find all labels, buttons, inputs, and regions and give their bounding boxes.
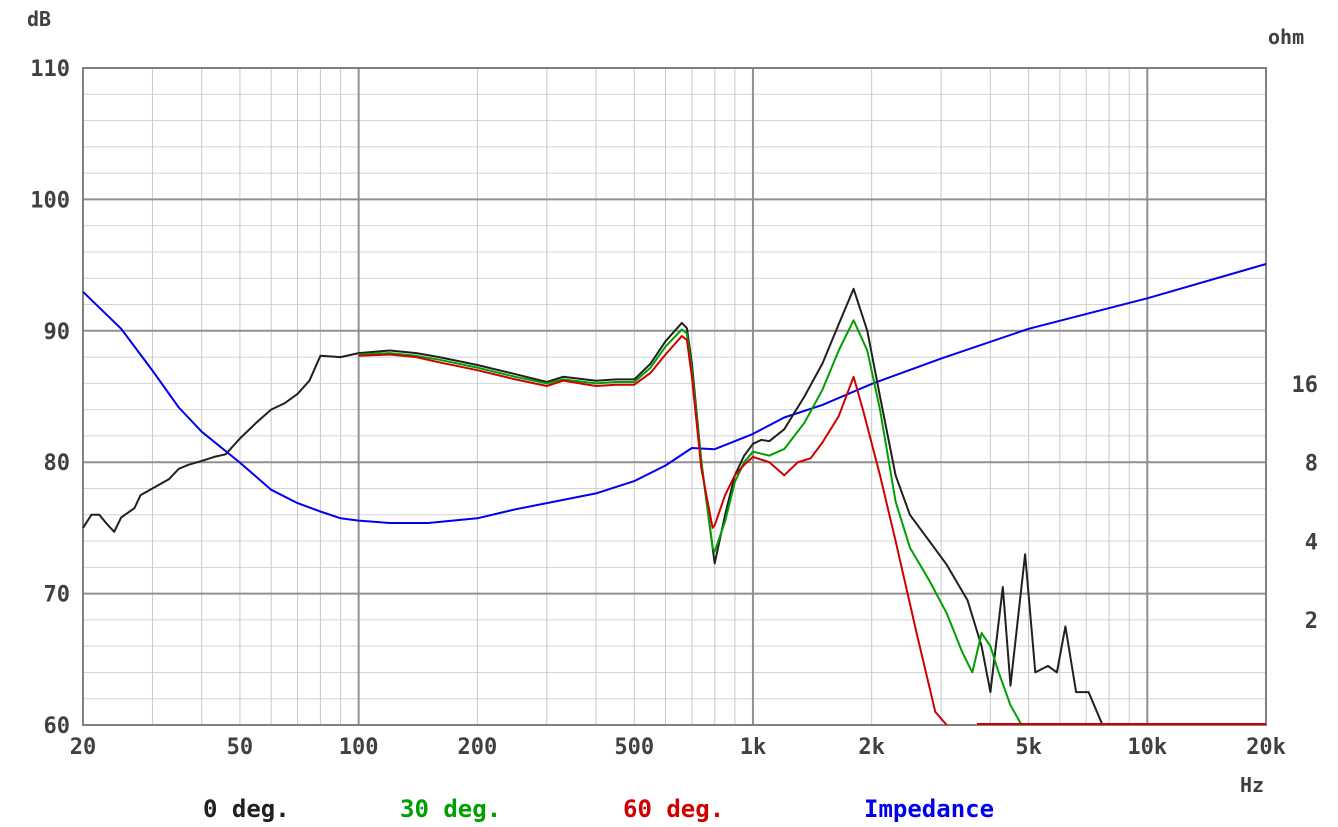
legend: 0 deg. 30 deg. 60 deg. Impedance — [203, 795, 994, 823]
series-line-60-deg- — [358, 335, 948, 726]
y-tick-label: 80 — [44, 451, 71, 476]
x-tick-label: 200 — [457, 735, 497, 760]
y2-tick-label: 8 — [1305, 452, 1318, 477]
legend-0-deg: 0 deg. — [203, 795, 290, 823]
y2-axis-unit-label: ohm — [1268, 25, 1304, 49]
y-tick-label: 100 — [30, 188, 70, 213]
y-axis-tick-labels: 60 70 80 90 100 110 — [30, 57, 70, 739]
y-tick-label: 90 — [44, 320, 71, 345]
x-tick-label: 5k — [1015, 735, 1042, 760]
x-tick-label: 20k — [1246, 735, 1286, 760]
plot-frame — [82, 67, 1267, 726]
x-axis-unit-label: Hz — [1240, 773, 1264, 797]
legend-impedance: Impedance — [864, 795, 994, 823]
x-tick-label: 100 — [339, 735, 379, 760]
x-tick-label: 20 — [70, 735, 97, 760]
y-axis-unit-label: dB — [27, 7, 51, 31]
y2-axis-tick-labels: 2 4 8 16 — [1292, 373, 1319, 634]
y2-tick-label: 16 — [1292, 373, 1319, 398]
series-lines — [82, 263, 1267, 726]
y-tick-label: 60 — [44, 714, 71, 739]
x-axis-tick-labels: 20 50 100 200 500 1k 2k 5k 10k 20k — [70, 735, 1286, 760]
x-tick-label: 2k — [858, 735, 885, 760]
x-tick-label: 10k — [1127, 735, 1167, 760]
minor-grid — [83, 68, 1266, 725]
x-tick-label: 50 — [227, 735, 254, 760]
series-line-0-deg- — [82, 287, 1104, 726]
y-tick-label: 70 — [44, 583, 71, 608]
y-tick-label: 110 — [30, 57, 70, 82]
legend-60-deg: 60 deg. — [623, 795, 724, 823]
x-tick-label: 1k — [740, 735, 767, 760]
y2-tick-label: 2 — [1305, 609, 1318, 634]
x-tick-label: 500 — [614, 735, 654, 760]
series-line-30-deg- — [358, 319, 1023, 726]
y2-tick-label: 4 — [1305, 530, 1318, 555]
legend-30-deg: 30 deg. — [400, 795, 501, 823]
